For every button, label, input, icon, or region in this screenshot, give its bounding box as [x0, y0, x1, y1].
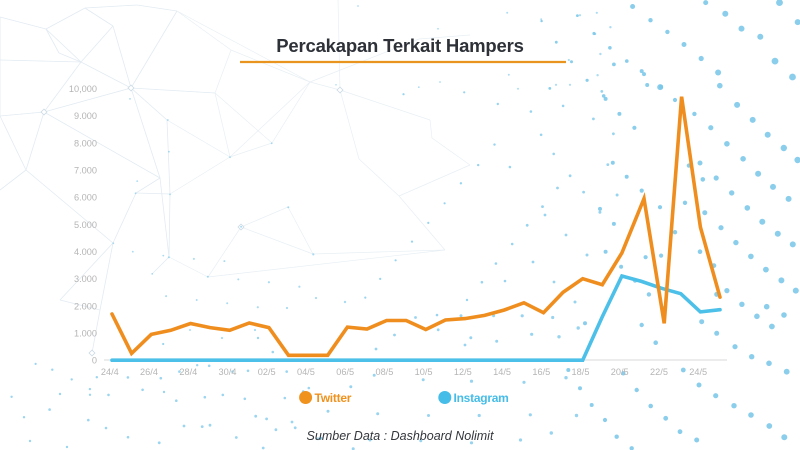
- svg-text:10/5: 10/5: [415, 367, 433, 377]
- svg-text:3.000: 3.000: [74, 274, 97, 284]
- svg-text:8.000: 8.000: [74, 138, 97, 148]
- svg-text:24/5: 24/5: [689, 367, 707, 377]
- svg-text:2.000: 2.000: [74, 301, 97, 311]
- svg-text:24/4: 24/4: [101, 367, 119, 377]
- svg-text:5.000: 5.000: [74, 220, 97, 230]
- svg-text:18/5: 18/5: [572, 367, 590, 377]
- svg-text:26/4: 26/4: [140, 367, 158, 377]
- svg-text:22/5: 22/5: [650, 367, 668, 377]
- svg-text:0: 0: [92, 356, 97, 366]
- svg-text:04/5: 04/5: [297, 367, 315, 377]
- svg-text:08/5: 08/5: [375, 367, 393, 377]
- svg-text:1.000: 1.000: [74, 328, 97, 338]
- svg-text:Instagram: Instagram: [454, 391, 509, 405]
- svg-text:10,000: 10,000: [69, 84, 97, 94]
- svg-text:06/5: 06/5: [336, 367, 354, 377]
- svg-text:30/4: 30/4: [219, 367, 237, 377]
- svg-text:4.000: 4.000: [74, 247, 97, 257]
- svg-text:16/5: 16/5: [532, 367, 550, 377]
- svg-text:28/4: 28/4: [179, 367, 197, 377]
- svg-text:12/5: 12/5: [454, 367, 472, 377]
- svg-text:9.000: 9.000: [74, 111, 97, 121]
- svg-text:14/5: 14/5: [493, 367, 511, 377]
- svg-text:Twitter: Twitter: [315, 391, 352, 405]
- svg-text:02/5: 02/5: [258, 367, 276, 377]
- svg-text:Percakapan Terkait Hampers: Percakapan Terkait Hampers: [276, 35, 523, 56]
- svg-text:7.000: 7.000: [74, 166, 97, 176]
- svg-text:Sumber Data : Dashboard Nolimi: Sumber Data : Dashboard Nolimit: [307, 429, 494, 443]
- svg-text:6.000: 6.000: [74, 193, 97, 203]
- svg-text:20/5: 20/5: [611, 367, 629, 377]
